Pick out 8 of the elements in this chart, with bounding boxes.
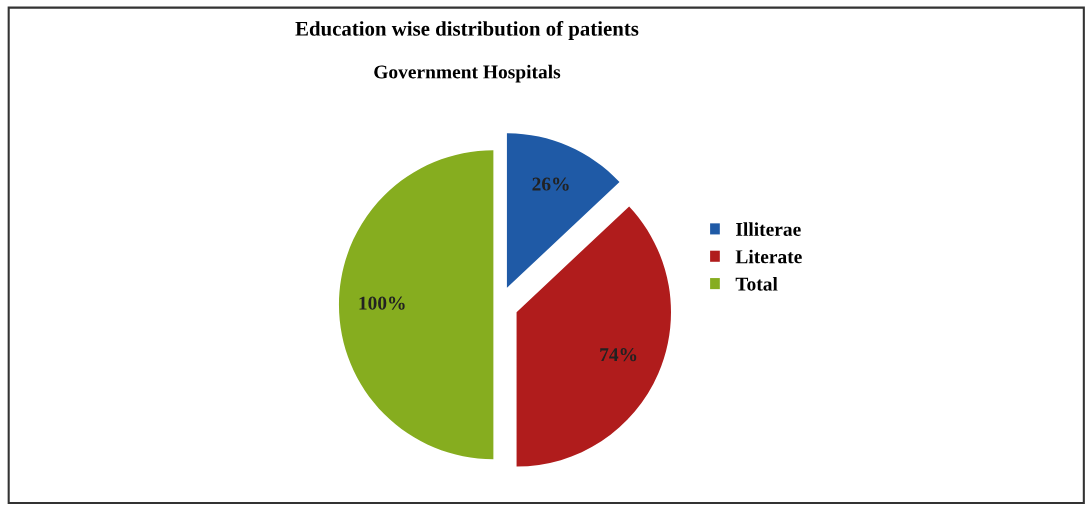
legend-label: Total: [735, 277, 778, 291]
chart-subtitle: Government Hospitals: [374, 64, 561, 83]
data-label: 100%: [359, 296, 405, 310]
data-label: 74%: [600, 348, 637, 362]
legend-label: Illiterae: [736, 222, 801, 236]
chart-title: Education wise distribution of patients: [295, 20, 639, 41]
data-label: 26%: [532, 177, 569, 191]
legend-label: Literate: [735, 249, 802, 264]
